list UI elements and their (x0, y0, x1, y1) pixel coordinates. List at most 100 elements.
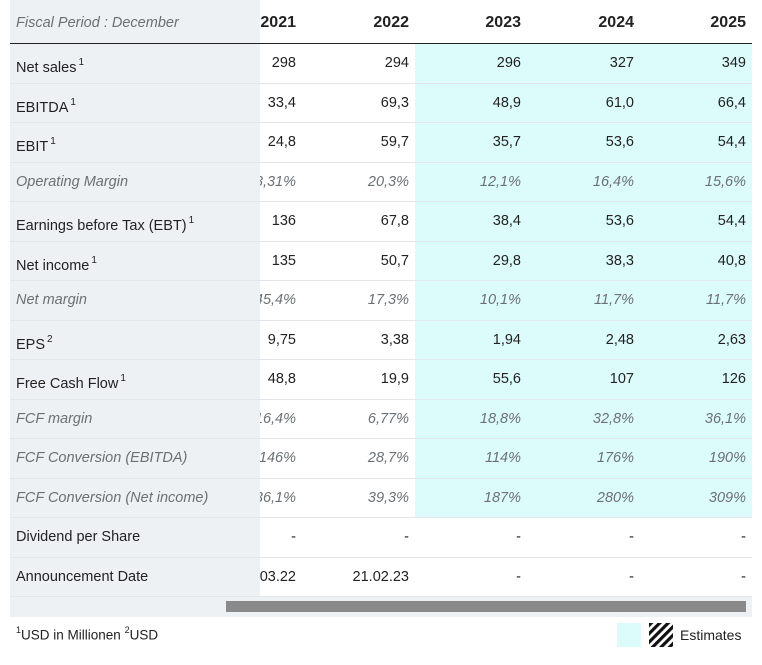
row-label: Free Cash Flow 1 (16, 360, 126, 404)
table-row: EBIT 1 24,8 59,7 35,7 53,6 54,4 (10, 123, 752, 163)
table-row: EPS 2 9,75 3,38 1,94 2,48 2,63 (10, 321, 752, 360)
cell-2023: - (516, 568, 521, 585)
cell-2023: 35,7 (492, 134, 521, 150)
table-row: EBITDA 1 33,4 69,3 48,9 61,0 66,4 (10, 84, 752, 123)
cell-2022: 59,7 (380, 134, 409, 150)
cell-2023: 48,9 (492, 94, 521, 111)
cell-2021: 8,31% (260, 173, 296, 190)
cell-2025: - (741, 529, 746, 545)
hatch-swatch-icon (649, 623, 673, 647)
table-row: Announcement Date 03.22 21.02.23 - - - (10, 558, 752, 597)
cell-2025: 54,4 (717, 134, 746, 150)
row-label: Earnings before Tax (EBT) 1 (16, 202, 194, 246)
cell-2023: 29,8 (492, 252, 521, 269)
row-label-text: Dividend per Share (16, 529, 141, 545)
cell-2023: 296 (496, 55, 521, 71)
cell-2021: 24,8 (267, 134, 296, 150)
cell-2025: 349 (721, 55, 746, 71)
cell-2022: 21.02.23 (352, 568, 409, 585)
cell-2025: 36,1% (704, 410, 746, 427)
row-label: Announcement Date (16, 558, 148, 597)
cell-2024: 53,6 (605, 213, 634, 229)
row-footnote-marker: 1 (120, 373, 126, 384)
cell-2021: 03.22 (260, 568, 296, 585)
row-label: FCF Conversion (EBITDA) (16, 439, 187, 478)
footnote-sup-2: 2 (124, 625, 130, 635)
cell-2022: 20,3% (367, 173, 409, 190)
row-label-text: FCF margin (16, 410, 93, 427)
cell-2022: 6,77% (367, 410, 409, 427)
cell-2023: 1,94 (492, 331, 521, 348)
cell-2025: 15,6% (704, 173, 746, 190)
table-row: FCF Conversion (Net income) 36,1% 39,3% 187… (10, 479, 752, 518)
footnote: 1USD in Millionen 2USD (16, 625, 159, 643)
cell-2024: - (629, 529, 634, 545)
cell-2021: 9,75 (267, 331, 296, 348)
row-label-text: FCF Conversion (EBITDA) (16, 450, 188, 466)
cell-2025: 309% (708, 489, 746, 506)
row-label-text: EBITDA (16, 99, 69, 116)
table-row: FCF Conversion (EBITDA) 146% 28,7% 114% 176%… (10, 439, 752, 479)
cell-2022: 28,7% (367, 450, 409, 466)
year-2021: 2021 (260, 14, 296, 31)
cell-2022: 19,9 (380, 371, 409, 387)
cell-2025: 126 (721, 371, 746, 387)
table-row: FCF margin 16,4% 6,77% 18,8% 32,8% 36,1% (10, 400, 752, 439)
cell-2024: 2,48 (605, 331, 634, 348)
row-label: Net margin (16, 281, 87, 320)
cell-2024: 107 (609, 371, 634, 387)
row-label-text: Operating Margin (16, 173, 129, 190)
cell-2023: 18,8% (479, 410, 521, 427)
row-label: FCF margin (16, 400, 92, 439)
cell-2024: 61,0 (605, 94, 634, 111)
cell-2025: 190% (708, 450, 746, 466)
row-label-text: Net income (16, 257, 90, 274)
footnote-text-1: USD in Millionen (21, 627, 125, 643)
table-row: Net margin 45,4% 17,3% 10,1% 11,7% 11,7% (10, 281, 752, 321)
row-label-text: Free Cash Flow (16, 375, 119, 392)
cell-2022: - (404, 529, 409, 545)
cell-2023: 12,1% (479, 173, 521, 190)
cell-2022: 67,8 (380, 213, 409, 229)
label-column-bg (10, 0, 260, 617)
table-row: Earnings before Tax (EBT) 1 136 67,8 38,4 53,… (10, 202, 752, 242)
cell-2024: 38,3 (605, 252, 634, 269)
horizontal-scrollbar[interactable] (10, 597, 752, 617)
cell-2024: 176% (596, 450, 634, 466)
cell-2021: - (291, 529, 296, 545)
row-label-text: EPS (16, 336, 46, 353)
cell-2022: 294 (384, 55, 409, 71)
table-header: Fiscal Period : December 2021 2022 2023 … (10, 0, 752, 44)
footnote-text-2: USD (129, 627, 159, 643)
cell-2025: 66,4 (717, 94, 746, 111)
estimates-highlight (415, 44, 752, 518)
row-label-text: Net margin (16, 292, 87, 308)
cell-2025: 11,7% (705, 292, 746, 308)
cell-2021: 298 (271, 55, 296, 71)
cell-2022: 3,38 (380, 331, 409, 348)
cell-2023: 187% (483, 489, 521, 506)
row-label: Net income 1 (16, 242, 97, 286)
cell-2024: - (629, 568, 634, 585)
row-label-text: Earnings before Tax (EBT) (16, 217, 187, 234)
cell-2023: 55,6 (492, 371, 521, 387)
row-label-text: EBIT (16, 138, 49, 155)
cell-2024: 53,6 (605, 134, 634, 150)
row-label-text: FCF Conversion (Net income) (16, 489, 209, 506)
cell-2023: 10,1% (479, 292, 521, 308)
cell-2021: 146% (260, 450, 296, 466)
cell-2025: 2,63 (717, 331, 746, 348)
year-2023: 2023 (485, 14, 521, 31)
cell-2022: 39,3% (367, 489, 409, 506)
row-footnote-marker: 1 (91, 254, 97, 266)
cell-2021: 16,4% (260, 410, 296, 427)
table-row: Net income 1 135 50,7 29,8 38,3 40,8 (10, 242, 752, 281)
cell-2022: 69,3 (380, 94, 409, 111)
scrollbar-thumb[interactable] (226, 601, 746, 612)
cell-2022: 50,7 (380, 252, 409, 269)
cell-2023: - (516, 529, 521, 545)
cell-2024: 16,4% (592, 173, 634, 190)
cell-2024: 11,7% (593, 292, 634, 308)
fiscal-period-label: Fiscal Period : December (16, 15, 179, 31)
financial-table: Fiscal Period : December 2021 2022 2023 … (10, 0, 752, 617)
